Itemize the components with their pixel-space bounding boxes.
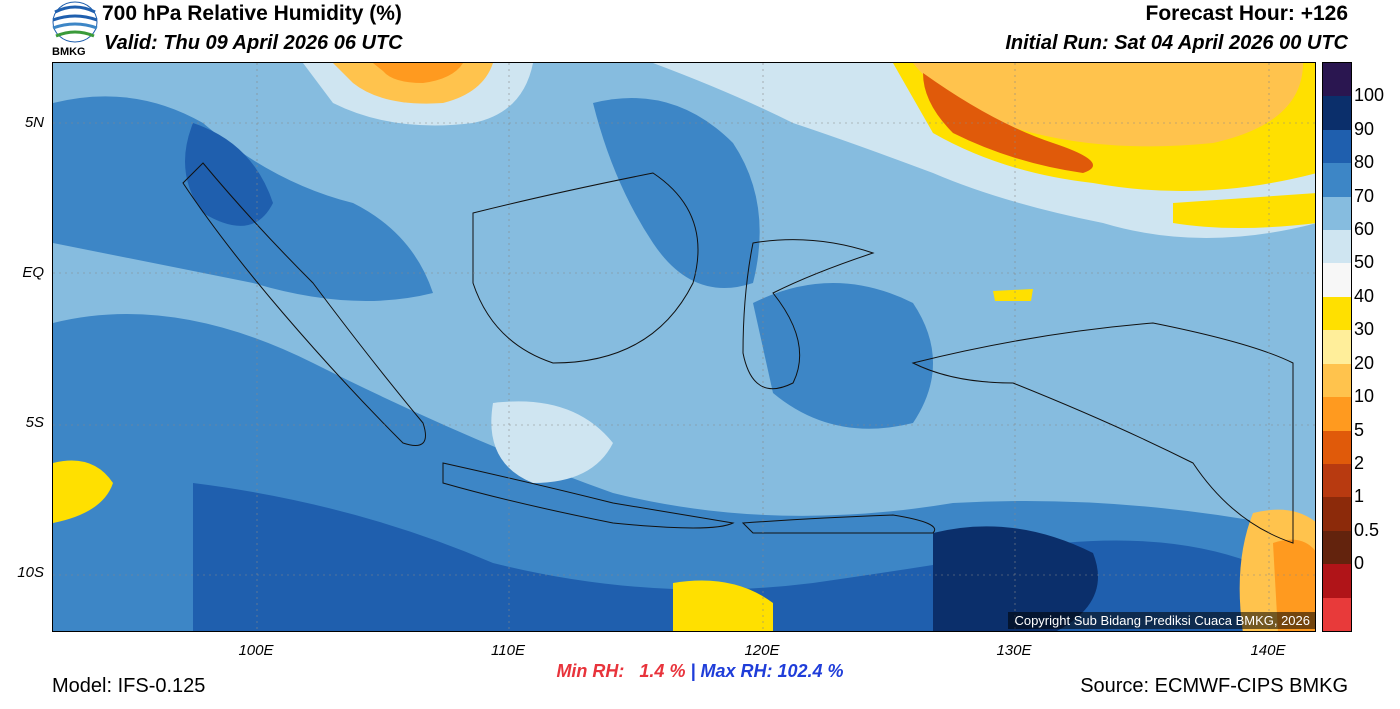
rh-stats: Min RH: 1.4 % | Max RH: 102.4 % bbox=[0, 661, 1400, 682]
colorbar bbox=[1322, 62, 1352, 632]
colorbar-segment bbox=[1323, 397, 1351, 432]
chart-title: 700 hPa Relative Humidity (%) bbox=[102, 2, 402, 25]
colorbar-label: 40 bbox=[1354, 285, 1375, 306]
colorbar-segment bbox=[1323, 463, 1351, 498]
initial-run: Initial Run: Sat 04 April 2026 00 UTC bbox=[1005, 32, 1348, 54]
colorbar-segment bbox=[1323, 564, 1351, 599]
colorbar-label: 90 bbox=[1354, 118, 1375, 139]
colorbar-label: 2 bbox=[1354, 452, 1365, 473]
colorbar-label: 1 bbox=[1354, 486, 1365, 507]
lat-label-10s: 10S bbox=[17, 564, 44, 581]
bmkg-globe-icon bbox=[52, 1, 98, 43]
colorbar-label: 0 bbox=[1354, 553, 1365, 574]
colorbar-label: 0.5 bbox=[1354, 519, 1380, 540]
lat-label-5n: 5N bbox=[24, 114, 44, 131]
colorbar-segment bbox=[1323, 530, 1351, 565]
colorbar-segment bbox=[1323, 163, 1351, 198]
lon-label-130e: 130E bbox=[996, 642, 1032, 659]
forecast-hour: Forecast Hour: +126 bbox=[1145, 2, 1349, 25]
copyright-note: Copyright Sub Bidang Prediksi Cuaca BMKG… bbox=[1008, 612, 1316, 629]
colorbar-segment bbox=[1323, 497, 1351, 532]
colorbar-label: 100 bbox=[1354, 85, 1385, 106]
logo-text: BMKG bbox=[52, 46, 86, 58]
colorbar-segment bbox=[1323, 196, 1351, 231]
colorbar-segment bbox=[1323, 363, 1351, 398]
lon-label-140e: 140E bbox=[1250, 642, 1286, 659]
humidity-field bbox=[53, 63, 1315, 631]
lon-label-110e: 110E bbox=[491, 642, 525, 659]
colorbar-label: 60 bbox=[1354, 219, 1375, 240]
lon-label-100e: 100E bbox=[238, 642, 274, 659]
colorbar-label: 10 bbox=[1354, 386, 1375, 407]
colorbar-label: 20 bbox=[1354, 352, 1375, 373]
colorbar-label: 80 bbox=[1354, 152, 1375, 173]
colorbar-segment bbox=[1323, 63, 1351, 97]
colorbar-segment bbox=[1323, 597, 1351, 632]
max-rh: Max RH: 102.4 % bbox=[700, 661, 844, 681]
colorbar-label: 70 bbox=[1354, 185, 1375, 206]
humidity-map bbox=[52, 62, 1316, 632]
stats-separator: | bbox=[685, 661, 701, 681]
model-label: Model: IFS-0.125 bbox=[52, 675, 206, 697]
bmkg-logo: BMKG bbox=[50, 0, 100, 62]
colorbar-label: 5 bbox=[1354, 419, 1365, 440]
source-label: Source: ECMWF-CIPS BMKG bbox=[1080, 675, 1348, 697]
colorbar-segment bbox=[1323, 96, 1351, 131]
colorbar-label: 50 bbox=[1354, 252, 1375, 273]
colorbar-label: 30 bbox=[1354, 319, 1375, 340]
colorbar-segment bbox=[1323, 129, 1351, 164]
colorbar-segment bbox=[1323, 330, 1351, 365]
lat-label-eq: EQ bbox=[22, 264, 44, 281]
min-rh: Min RH: 1.4 % bbox=[556, 661, 686, 681]
colorbar-segment bbox=[1323, 263, 1351, 298]
colorbar-segment bbox=[1323, 230, 1351, 264]
colorbar-segment bbox=[1323, 430, 1351, 465]
valid-time: Valid: Thu 09 April 2026 06 UTC bbox=[104, 32, 403, 54]
lat-label-5s: 5S bbox=[25, 414, 44, 431]
colorbar-segment bbox=[1323, 296, 1351, 331]
lon-label-120e: 120E bbox=[744, 642, 780, 659]
